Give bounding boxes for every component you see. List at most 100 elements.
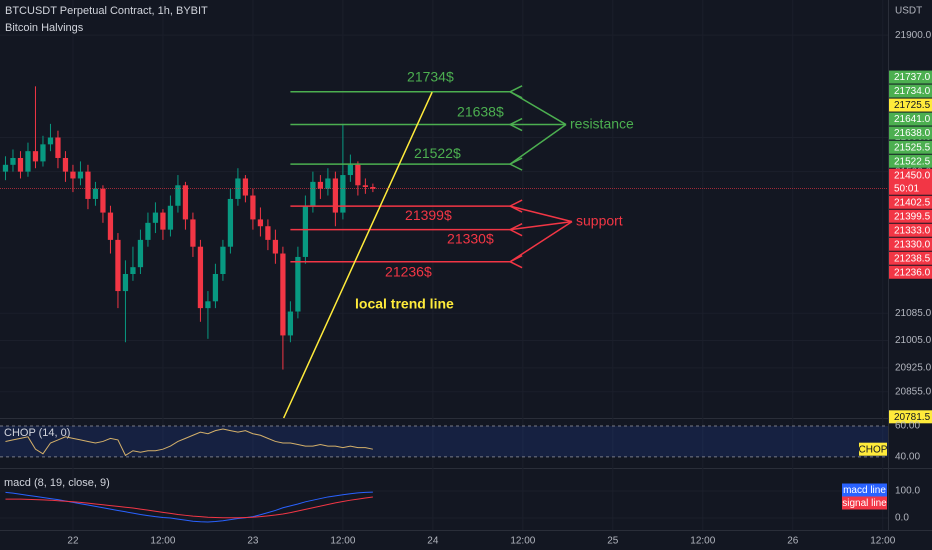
x-tick-label: 23 bbox=[247, 536, 259, 547]
candle-body bbox=[160, 212, 166, 230]
candle-body bbox=[62, 157, 69, 172]
currency: USDT bbox=[895, 6, 922, 17]
candle-body bbox=[235, 178, 241, 199]
candle-body bbox=[92, 188, 99, 199]
candle-body bbox=[85, 171, 91, 199]
price-countdown: 50:01 bbox=[894, 183, 919, 194]
legend-label: macd line bbox=[843, 485, 886, 496]
x-tick-label: 24 bbox=[427, 536, 439, 547]
candle-body bbox=[122, 274, 129, 292]
level-connector bbox=[509, 220, 573, 231]
candle-body bbox=[152, 212, 159, 223]
candle-body bbox=[175, 185, 181, 206]
candle-body bbox=[295, 256, 301, 312]
price-tag-label: 21525.5 bbox=[894, 142, 931, 153]
candle-body bbox=[302, 205, 309, 257]
level-label: 21330$ bbox=[447, 230, 494, 246]
price-tag bbox=[889, 195, 932, 209]
candle-body bbox=[25, 151, 31, 172]
y-tick-label: 60.00 bbox=[895, 421, 920, 432]
annotation-label: support bbox=[576, 212, 623, 228]
price-tag bbox=[889, 112, 932, 126]
candle-body bbox=[325, 178, 331, 189]
candle-body bbox=[220, 246, 226, 275]
legend-label: CHOP bbox=[859, 444, 888, 455]
legend-tag bbox=[842, 496, 887, 510]
candle-body bbox=[137, 239, 144, 268]
price-tag-label: 21330.0 bbox=[894, 239, 931, 250]
x-tick-label: 25 bbox=[607, 536, 619, 547]
candle-body bbox=[310, 181, 316, 206]
y-tick-label: 0.0 bbox=[895, 513, 909, 524]
pane-title: macd (8, 19, close, 9) bbox=[4, 477, 110, 489]
candle-body bbox=[167, 205, 174, 230]
candle-body bbox=[100, 188, 106, 213]
level-label: 21399$ bbox=[405, 207, 452, 223]
y-tick-label: 40.00 bbox=[895, 452, 920, 463]
level-connector bbox=[509, 221, 573, 263]
candle-body bbox=[370, 186, 376, 189]
price-tag bbox=[889, 70, 932, 84]
candle-body bbox=[212, 274, 219, 302]
candle-body bbox=[250, 195, 256, 220]
x-tick-label: 12:00 bbox=[150, 536, 175, 547]
indicator-line bbox=[5, 496, 373, 519]
price-tag-label: 21402.5 bbox=[894, 197, 931, 208]
candle-body bbox=[32, 151, 39, 162]
y-tick-label: 21085.0 bbox=[895, 308, 932, 319]
price-tag-label: 21734.0 bbox=[894, 86, 931, 97]
candle-body bbox=[47, 137, 54, 145]
candle-body bbox=[355, 164, 361, 186]
indicator-name: Bitcoin Halvings bbox=[5, 22, 84, 34]
y-tick-label: 21900.0 bbox=[895, 30, 932, 41]
candle-body bbox=[332, 178, 339, 213]
candle-body bbox=[130, 267, 136, 275]
y-tick-label: 100.0 bbox=[895, 486, 920, 497]
x-tick-label: 26 bbox=[787, 536, 799, 547]
y-tick-label: 20855.0 bbox=[895, 386, 932, 397]
y-tick-label: 21005.0 bbox=[895, 335, 932, 346]
candle-body bbox=[317, 181, 324, 189]
legend-tag bbox=[859, 442, 887, 456]
legend-label: signal line bbox=[842, 498, 887, 509]
price-tag bbox=[889, 209, 932, 223]
price-tag-label: 21238.5 bbox=[894, 253, 931, 264]
candle-body bbox=[287, 311, 294, 336]
y-tick-label: 20925.0 bbox=[895, 362, 932, 373]
price-tag bbox=[889, 84, 932, 98]
legend-tag bbox=[842, 483, 887, 497]
chop-band bbox=[0, 425, 888, 457]
price-tag-label: 21450.0 bbox=[894, 170, 931, 181]
price-tag-label: 21725.5 bbox=[894, 100, 931, 111]
candle-body bbox=[115, 239, 121, 292]
price-tag-label: 21333.0 bbox=[894, 225, 931, 236]
candle-body bbox=[17, 157, 24, 172]
price-tag-label: 21522.5 bbox=[894, 156, 931, 167]
price-tag bbox=[889, 140, 932, 154]
candle-body bbox=[205, 301, 211, 309]
level-label: 21236$ bbox=[385, 263, 432, 279]
candle-body bbox=[77, 171, 84, 179]
x-tick-label: 12:00 bbox=[870, 536, 895, 547]
price-tag bbox=[889, 265, 932, 279]
candle-body bbox=[347, 164, 354, 176]
price-tag-label: 21638.0 bbox=[894, 128, 931, 139]
level-connector bbox=[509, 205, 573, 223]
price-tag-label: 20781.5 bbox=[894, 412, 931, 423]
trend-line bbox=[282, 91, 433, 419]
level-label: 21522$ bbox=[414, 145, 461, 161]
candle-body bbox=[10, 157, 16, 165]
candle-body bbox=[40, 144, 46, 162]
price-tag bbox=[889, 98, 932, 112]
trend-line-label: local trend line bbox=[355, 296, 454, 312]
level-connector bbox=[509, 91, 567, 126]
candle-body bbox=[70, 171, 76, 179]
candle-body bbox=[340, 175, 346, 213]
candle-body bbox=[280, 253, 286, 336]
level-label: 21734$ bbox=[407, 68, 454, 84]
candle-body bbox=[197, 246, 204, 309]
candle-body bbox=[107, 212, 114, 240]
price-tag bbox=[889, 237, 932, 251]
